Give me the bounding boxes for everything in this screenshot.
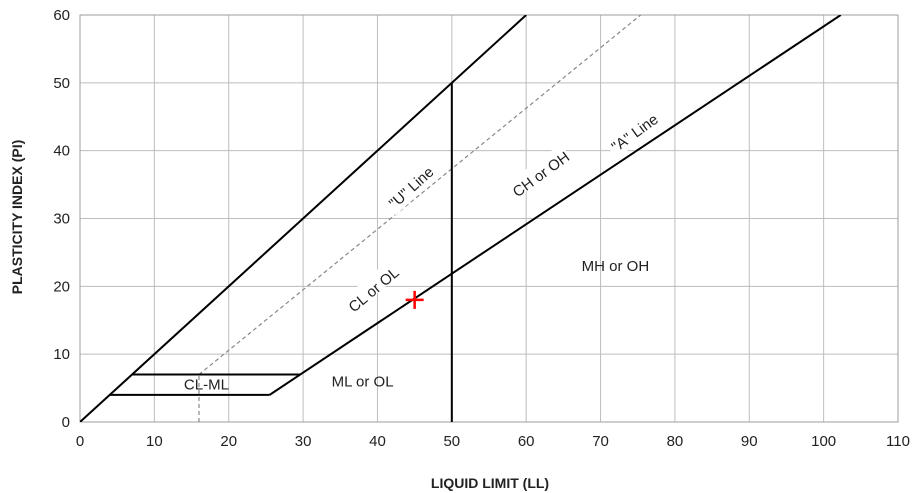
x-tick-label: 100 <box>811 433 836 450</box>
y-tick-label: 60 <box>53 7 70 24</box>
x-tick-label: 10 <box>146 433 163 450</box>
region-label: CL-ML <box>184 377 229 394</box>
axes: 0 10 20 30 40 50 60 70 80 90 100 110 0 10 20 30 40 50 60 <box>53 7 910 450</box>
y-tick-label: 40 <box>53 143 70 160</box>
x-tick-label: 90 <box>741 433 758 450</box>
line-label-text: "U" Line <box>386 164 438 213</box>
y-axis-title: PLASTICITY INDEX (PI) <box>9 140 25 295</box>
y-tick-label: 30 <box>53 211 70 228</box>
y-tick-label: 10 <box>53 346 70 363</box>
x-tick-label: 0 <box>76 433 84 450</box>
line-label-text: "A" Line <box>609 111 662 156</box>
y-tick-label: 0 <box>62 414 70 431</box>
y-tick-label: 50 <box>53 75 70 92</box>
x-tick-label: 30 <box>295 433 312 450</box>
labels: "A" Line "U" Line CL-ML ML or OL CL or OL CH … <box>184 108 665 394</box>
region-label: CH or OH <box>505 143 573 201</box>
region-label: CL or OL <box>339 257 403 316</box>
x-tick-label: 80 <box>667 433 684 450</box>
x-tick-label: 50 <box>443 433 460 450</box>
x-tick-label: 110 <box>886 433 910 450</box>
line-label: "U" Line <box>383 161 441 216</box>
series <box>80 15 842 422</box>
a-line <box>269 15 842 396</box>
region-label: ML or OL <box>332 373 394 390</box>
x-tick-label: 20 <box>220 433 237 450</box>
y-tick-label: 20 <box>53 278 70 295</box>
x-tick-label: 60 <box>518 433 535 450</box>
region-label-text: MH or OH <box>582 258 650 275</box>
grid <box>79 14 899 423</box>
region-label-text: ML or OL <box>332 373 394 390</box>
sample-point-marker <box>405 290 424 309</box>
x-tick-label: 70 <box>592 433 609 450</box>
x-axis-title: LIQUID LIMIT (LL) <box>431 475 549 491</box>
plot-frame <box>79 14 899 423</box>
region-label: MH or OH <box>582 258 650 275</box>
u-line <box>198 15 642 375</box>
region-label-text: CL-ML <box>184 377 229 394</box>
x-tick-label: 40 <box>369 433 386 450</box>
